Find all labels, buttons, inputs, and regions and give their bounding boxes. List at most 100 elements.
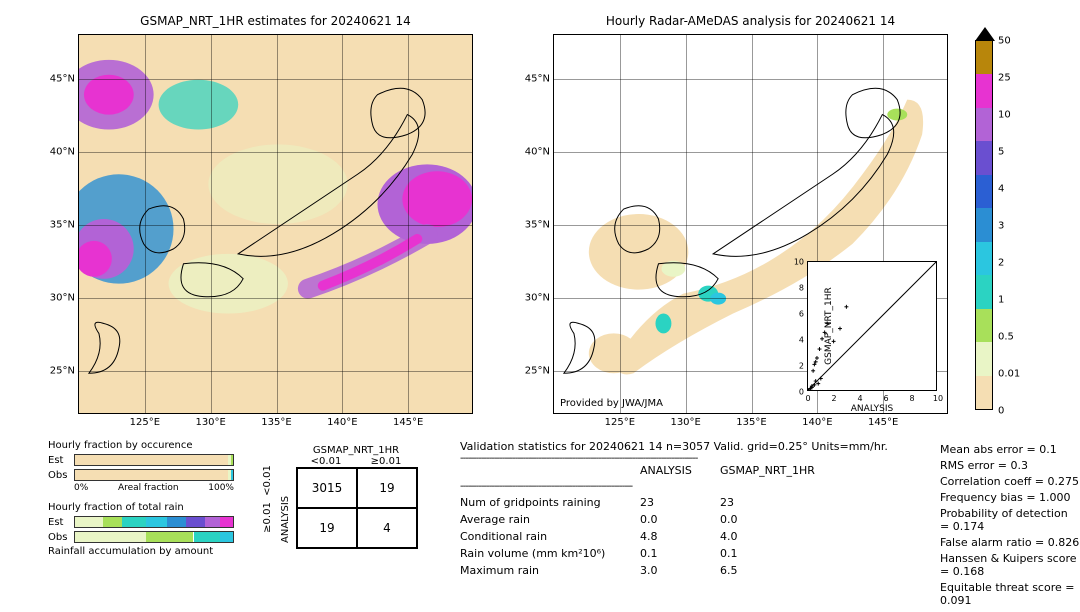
provided-by-label: Provided by JWA/JMA <box>560 398 663 409</box>
contingency-title: GSMAP_NRT_1HR <box>296 445 416 456</box>
scatter-ytick: 6 <box>799 310 804 319</box>
scatter-xlabel: ANALYSIS <box>851 404 893 414</box>
y-tick: 25°N <box>525 366 554 377</box>
colorbar-tick: 25 <box>992 73 1011 84</box>
scatter-plot: 0246810 0246810 ANALYSIS GSMAP_NRT_1HR <box>807 261 937 391</box>
colorbar-tick: 10 <box>992 110 1011 121</box>
totalrain-bars: Hourly fraction of total rain Est Obs Ra… <box>48 502 234 559</box>
colorbar-tick: 0.01 <box>992 369 1020 380</box>
left-map-title: GSMAP_NRT_1HR estimates for 20240621 14 <box>78 14 473 28</box>
x-tick: 145°E <box>393 413 423 428</box>
totalrain-footer: Rainfall accumulation by amount <box>48 546 234 557</box>
validation-stat: Frequency bias = 1.000 <box>940 491 1080 504</box>
validation-cell: 0.1 <box>640 547 720 560</box>
y-tick: 30°N <box>50 293 79 304</box>
right-map-title: Hourly Radar-AMeDAS analysis for 2024062… <box>553 14 948 28</box>
validation-stat: RMS error = 0.3 <box>940 459 1080 472</box>
validation-cell: Average rain <box>460 513 640 526</box>
validation-block: Validation statistics for 20240621 14 n=… <box>460 440 930 577</box>
validation-header: ANALYSIS <box>640 464 720 477</box>
colorbar-tick: 5 <box>992 147 1004 158</box>
x-tick: 135°E <box>261 413 291 428</box>
validation-cell: 23 <box>640 496 720 509</box>
contingency-cell: 4 <box>357 508 417 548</box>
occurrence-row-label: Obs <box>48 470 74 481</box>
validation-cell: 6.5 <box>720 564 840 577</box>
colorbar-tick: 3 <box>992 221 1004 232</box>
contingency-cell: 19 <box>357 468 417 508</box>
scatter-ytick: 4 <box>799 336 804 345</box>
contingency-table: GSMAP_NRT_1HR <0.01 ≥0.01 ANALYSIS <0.01… <box>270 445 418 549</box>
validation-cell: 4.0 <box>720 530 840 543</box>
x-tick: 145°E <box>868 413 898 428</box>
validation-header: GSMAP_NRT_1HR <box>720 464 840 477</box>
y-tick: 35°N <box>50 220 79 231</box>
axis-tick: 0% <box>74 483 88 493</box>
left-map: 25°N30°N35°N40°N45°N 125°E130°E135°E140°… <box>78 34 473 414</box>
validation-stat: Probability of detection = 0.174 <box>940 507 1080 533</box>
scatter-ylabel: GSMAP_NRT_1HR <box>824 287 834 365</box>
validation-cell: Conditional rain <box>460 530 640 543</box>
validation-cell: 0.0 <box>720 513 840 526</box>
validation-cell: 23 <box>720 496 840 509</box>
dash-line: ----------------------------------------… <box>460 453 930 464</box>
colorbar: 00.010.512345102550 <box>975 40 993 410</box>
axis-tick: 100% <box>208 483 234 493</box>
validation-stat: Correlation coeff = 0.275 <box>940 475 1080 488</box>
scatter-ytick: 0 <box>799 388 804 397</box>
y-tick: 40°N <box>525 146 554 157</box>
scatter-ytick: 8 <box>799 284 804 293</box>
validation-cell: 3.0 <box>640 564 720 577</box>
totalrain-row-label: Est <box>48 517 74 528</box>
y-tick: 25°N <box>50 366 79 377</box>
scatter-xtick: 4 <box>857 394 862 403</box>
contingency-row-label: <0.01 <box>262 465 273 496</box>
y-tick: 30°N <box>525 293 554 304</box>
validation-cell: 0.0 <box>640 513 720 526</box>
colorbar-tick: 0.5 <box>992 332 1014 343</box>
validation-stat: False alarm ratio = 0.826 <box>940 536 1080 549</box>
validation-title: Validation statistics for 20240621 14 n=… <box>460 440 930 453</box>
contingency-cell: 3015 <box>297 468 357 508</box>
colorbar-tick: 2 <box>992 258 1004 269</box>
validation-cell: Num of gridpoints raining <box>460 496 640 509</box>
totalrain-title: Hourly fraction of total rain <box>48 502 234 513</box>
y-tick: 35°N <box>525 220 554 231</box>
scatter-xtick: 2 <box>831 394 836 403</box>
occurrence-bars: Hourly fraction by occurence Est Obs 0% … <box>48 440 234 493</box>
contingency-cell: 19 <box>297 508 357 548</box>
colorbar-tick: 4 <box>992 184 1004 195</box>
x-tick: 125°E <box>130 413 160 428</box>
x-tick: 130°E <box>195 413 225 428</box>
right-map: 25°N30°N35°N40°N45°N 125°E130°E135°E140°… <box>553 34 948 414</box>
x-tick: 135°E <box>736 413 766 428</box>
axis-label: Areal fraction <box>118 483 179 493</box>
contingency-row-label: ≥0.01 <box>262 502 273 533</box>
validation-stats: Mean abs error = 0.1 RMS error = 0.3 Corre… <box>940 443 1080 607</box>
validation-cell: 4.8 <box>640 530 720 543</box>
y-tick: 45°N <box>525 73 554 84</box>
validation-stat: Mean abs error = 0.1 <box>940 443 1080 456</box>
x-tick: 140°E <box>802 413 832 428</box>
contingency-col-label: <0.01 <box>296 456 356 467</box>
colorbar-tick: 0 <box>992 406 1004 417</box>
left-map-svg <box>79 35 472 413</box>
scatter-xtick: 0 <box>805 394 810 403</box>
validation-cell: 0.1 <box>720 547 840 560</box>
scatter-xtick: 8 <box>909 394 914 403</box>
validation-header <box>460 464 640 477</box>
occurrence-row-label: Est <box>48 455 74 466</box>
colorbar-tick: 1 <box>992 295 1004 306</box>
totalrain-row-label: Obs <box>48 532 74 543</box>
validation-cell: Maximum rain <box>460 564 640 577</box>
x-tick: 125°E <box>605 413 635 428</box>
x-tick: 130°E <box>670 413 700 428</box>
colorbar-tick: 50 <box>992 36 1011 47</box>
scatter-ytick: 2 <box>799 362 804 371</box>
y-tick: 45°N <box>50 73 79 84</box>
occurrence-title: Hourly fraction by occurence <box>48 440 234 451</box>
scatter-xtick: 10 <box>933 394 943 403</box>
y-tick: 40°N <box>50 146 79 157</box>
scatter-xtick: 6 <box>883 394 888 403</box>
validation-stat: Hanssen & Kuipers score = 0.168 <box>940 552 1080 578</box>
